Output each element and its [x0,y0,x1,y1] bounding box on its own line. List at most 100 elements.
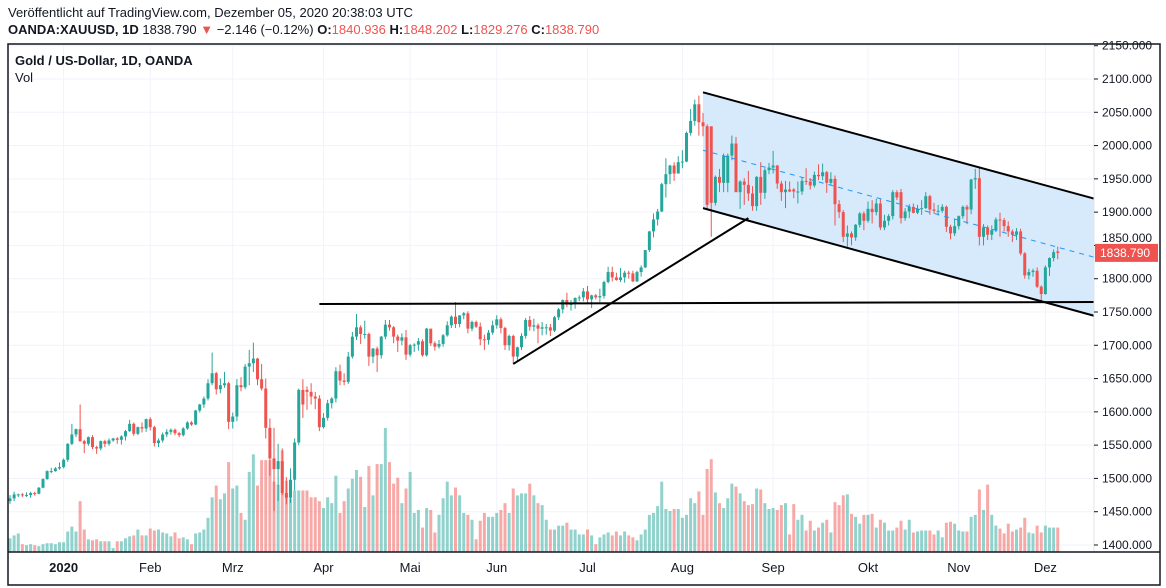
volume-bar [16,533,20,552]
volume-bar [375,464,379,552]
candle-body [590,295,594,300]
candle [169,428,173,435]
candle-body [858,213,862,225]
candle-body [78,429,82,442]
candle-body [883,220,886,228]
candle-body [169,429,173,432]
candle-body [767,167,771,171]
candle-body [532,325,536,327]
candle [330,397,334,409]
candle [718,168,721,193]
candle-body [239,385,243,388]
channel-lower-line [702,207,1096,317]
candle-body [594,295,598,298]
candle-body [812,174,816,186]
candle-body [726,155,730,183]
volume-bar [289,498,292,552]
candle-body [313,396,317,399]
candle-body [482,339,486,341]
candle-body [487,332,490,340]
volume-bar [709,459,713,552]
candle-body [792,189,796,192]
candle [722,153,726,193]
volume-bar [12,535,16,552]
price-tick-label: 1800.000 [1102,272,1152,286]
candle [342,373,346,386]
volume-bar [1019,527,1023,552]
time-tick-label: Jul [579,560,596,575]
candle [260,363,264,391]
volume-bar [1010,531,1014,552]
candle-body [548,327,552,331]
volume-bar [437,514,441,552]
volume-bar [206,517,210,552]
candle [487,329,490,345]
high-label: H: [389,22,404,37]
candle-body [940,206,944,211]
candle [511,334,515,364]
candle [268,418,272,476]
volume-bar [478,520,482,552]
candle [503,326,507,350]
candle-body [499,319,503,328]
candle [272,427,276,512]
candle-body [284,493,288,498]
candle [301,379,305,418]
candle [305,386,309,410]
candle [767,162,771,175]
volume-bar [718,503,721,552]
candle [8,495,12,504]
candle-body [297,389,301,443]
candle [148,417,152,431]
candle-body [355,327,358,337]
candle [610,266,614,282]
candle [375,346,379,372]
volume-bar [309,497,313,552]
candle-body [66,443,70,460]
volume-bar [524,493,528,552]
volume-bar [190,544,193,552]
volume-bar [185,539,189,552]
volume-bar [1002,533,1006,552]
candle [540,321,544,336]
volume-bar [82,529,86,552]
candle-body [264,388,268,428]
candle [738,180,742,209]
candle [990,225,994,241]
volume-bar [631,537,635,552]
candle-body [412,344,416,346]
candle-body [214,373,218,390]
volume-bar [812,530,816,552]
candle-body [507,335,511,346]
volume-bar [800,514,804,552]
volume-bar [685,514,688,552]
volume-bar [767,509,771,552]
candle-body [45,471,49,480]
volume-bar [784,503,787,552]
candle-body [33,493,37,495]
low-value: 1829.276 [473,22,528,37]
candle [41,478,45,489]
candle-body [895,192,899,198]
candle-body [58,467,61,469]
candle-body [982,227,985,237]
candle [284,477,288,505]
volume-bar [25,545,28,552]
volume-bar [239,512,243,552]
candle [631,270,635,283]
volume-bar [808,520,812,552]
volume-bar [1006,523,1010,552]
volume-bar [8,538,12,552]
candle [792,188,796,199]
candle-body [998,219,1002,221]
volume-bar [565,522,569,552]
candle [322,413,325,429]
candle [1002,218,1006,232]
candle-body [165,431,169,435]
volume-bar [301,490,305,552]
candle [672,162,676,181]
volume-bar [969,516,973,552]
candle [544,323,548,335]
volume-bar [796,519,800,552]
